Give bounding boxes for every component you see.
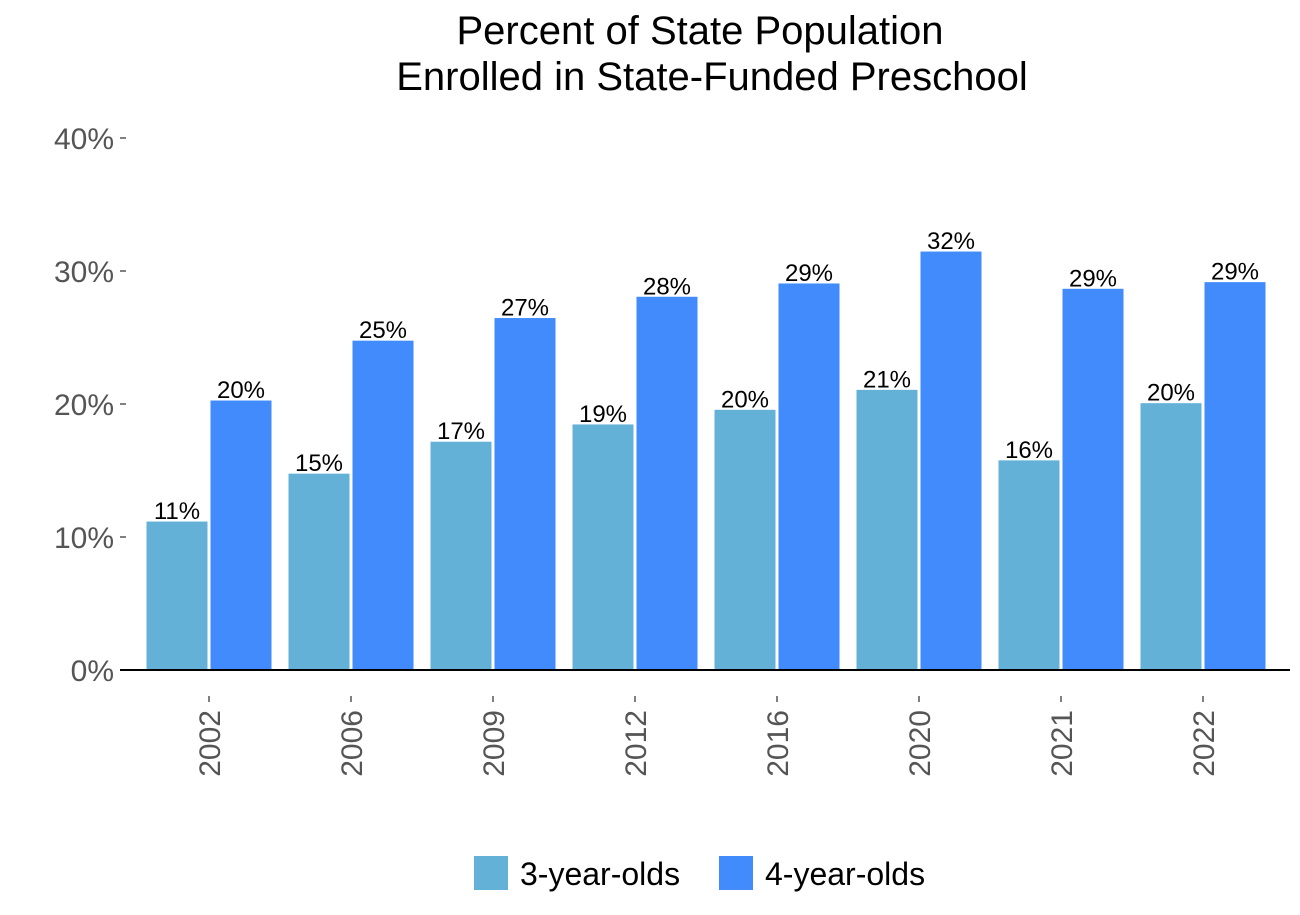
bar-4yo-2009 <box>493 317 557 671</box>
legend-label-3yo: 3-year-olds <box>520 856 680 892</box>
bar-label-3yo-2009: 17% <box>437 418 485 445</box>
x-tick-label: 2002 <box>194 710 227 777</box>
bar-3yo-2016 <box>713 408 777 671</box>
y-tick-label: 20% <box>54 389 114 422</box>
bar-label-4yo-2006: 25% <box>359 317 407 344</box>
bar-label-4yo-2016: 29% <box>785 260 833 287</box>
y-tick-label: 30% <box>54 256 114 289</box>
y-tick-label: 40% <box>54 123 114 156</box>
bar-label-3yo-2020: 21% <box>863 366 911 393</box>
x-tick-label: 2009 <box>478 710 511 777</box>
bar-label-3yo-2016: 20% <box>721 386 769 413</box>
legend-label-4yo: 4-year-olds <box>765 856 925 892</box>
x-tick-label: 2012 <box>620 710 653 777</box>
bar-4yo-2021 <box>1061 287 1125 671</box>
bar-label-3yo-2022: 20% <box>1147 380 1195 407</box>
bar-4yo-2002 <box>209 399 273 671</box>
bar-4yo-2016 <box>777 282 841 671</box>
bar-3yo-2009 <box>429 440 493 671</box>
y-tick-label: 0% <box>71 655 114 688</box>
legend-swatch-4yo <box>719 856 753 890</box>
bar-3yo-2021 <box>997 459 1061 671</box>
x-axis: 2002 2006 2009 2012 2016 2020 2021 2022 <box>194 696 1221 777</box>
bar-4yo-2012 <box>635 295 699 671</box>
bar-3yo-2012 <box>571 423 635 671</box>
bar-label-3yo-2002: 11% <box>154 498 200 525</box>
chart-title-line-1: Percent of State Population <box>457 9 944 53</box>
bar-4yo-2006 <box>351 339 415 671</box>
bar-label-3yo-2012: 19% <box>579 401 627 428</box>
data-labels: 11% 20% 15% 25% 17% 27% 19% 28% 20% 29% 21% 32% 16% 2… <box>154 228 1259 525</box>
bar-3yo-2020 <box>855 388 919 671</box>
bar-label-4yo-2021: 29% <box>1069 265 1117 292</box>
bars <box>145 250 1267 671</box>
bar-label-4yo-2002: 20% <box>217 377 265 404</box>
bar-3yo-2006 <box>287 472 351 671</box>
x-tick-label: 2016 <box>762 710 795 777</box>
y-axis: 0% 10% 20% 30% 40% <box>54 123 126 688</box>
x-tick-label: 2022 <box>1188 710 1221 777</box>
x-tick-label: 2020 <box>904 710 937 777</box>
bar-3yo-2002 <box>145 520 209 671</box>
bar-4yo-2022 <box>1203 281 1267 671</box>
bar-label-4yo-2012: 28% <box>643 273 691 300</box>
bar-label-3yo-2006: 15% <box>295 450 343 477</box>
bar-3yo-2022 <box>1139 402 1203 671</box>
bar-label-4yo-2020: 32% <box>927 228 975 255</box>
bar-label-3yo-2021: 16% <box>1005 437 1053 464</box>
legend: 3-year-olds 4-year-olds <box>474 856 925 892</box>
bar-4yo-2020 <box>919 250 983 671</box>
bar-label-4yo-2009: 27% <box>501 295 549 322</box>
bar-label-4yo-2022: 29% <box>1211 259 1259 286</box>
y-tick-label: 10% <box>54 522 114 555</box>
x-tick-label: 2006 <box>336 710 369 777</box>
chart-title-line-2: Enrolled in State-Funded Preschool <box>396 55 1027 99</box>
legend-swatch-3yo <box>474 856 508 890</box>
x-tick-label: 2021 <box>1046 710 1079 777</box>
